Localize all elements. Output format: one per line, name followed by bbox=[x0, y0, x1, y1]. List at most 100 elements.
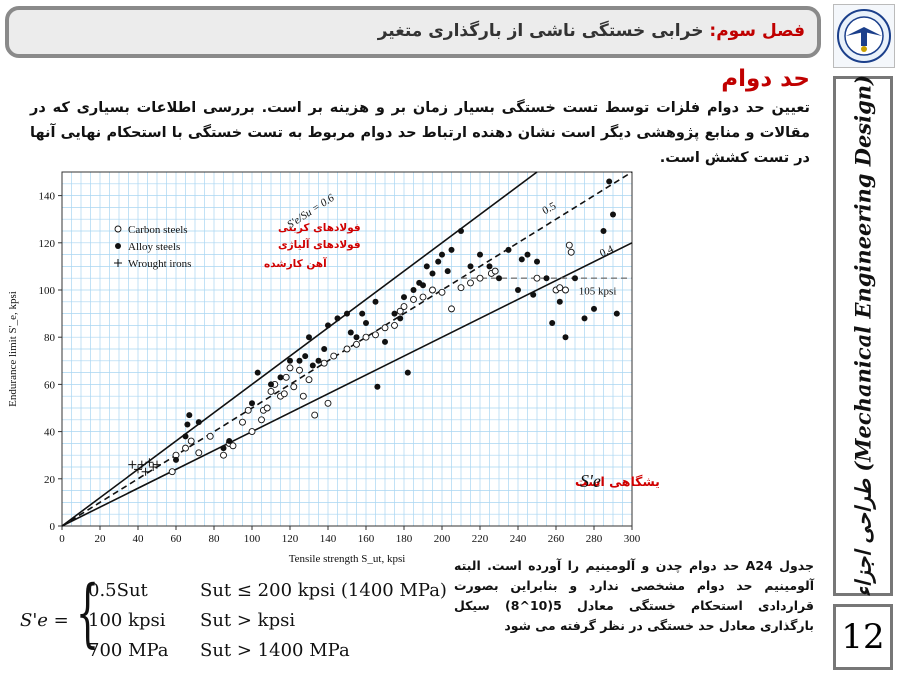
alloy-steel-point bbox=[600, 228, 607, 234]
alloy-steel-point bbox=[543, 275, 550, 282]
carbon-steel-point bbox=[324, 399, 332, 407]
legend-wrought-fa: آهن کارشده bbox=[264, 257, 327, 270]
annotation-symbol: S'e bbox=[580, 471, 601, 491]
alloy-steel-point bbox=[186, 412, 193, 419]
carbon-steel-point bbox=[372, 331, 379, 339]
alloy-steel-point bbox=[321, 346, 328, 352]
carbon-steel-point bbox=[533, 274, 541, 282]
alloy-steel-point bbox=[467, 263, 474, 270]
alloy-steel-point bbox=[562, 334, 569, 341]
carbon-steel-point bbox=[267, 388, 275, 395]
y-tick-label: 40 bbox=[44, 427, 56, 439]
alloy-steel-point bbox=[334, 315, 341, 322]
alloy-steel-point bbox=[309, 362, 316, 369]
x-tick-label: 160 bbox=[358, 533, 375, 545]
x-tick-label: 120 bbox=[282, 533, 299, 545]
alloy-steel-point bbox=[374, 383, 381, 390]
legend-carbon-marker bbox=[114, 225, 122, 233]
x-tick-label: 20 bbox=[95, 533, 107, 545]
ratio-line-0-6 bbox=[61, 171, 538, 527]
alloy-steel-point bbox=[226, 438, 233, 445]
alloy-steel-point bbox=[435, 258, 442, 265]
carbon-steel-point bbox=[457, 284, 465, 292]
carbon-steel-point bbox=[429, 286, 436, 294]
x-tick-label: 260 bbox=[548, 533, 565, 545]
alloy-steel-point bbox=[572, 275, 578, 282]
y-tick-label: 0 bbox=[50, 521, 56, 533]
alloy-steel-point bbox=[382, 338, 388, 345]
carbon-steel-point bbox=[320, 359, 328, 367]
alloy-steel-point bbox=[423, 263, 430, 270]
course-title: طراحی اجزاء (Mechanical Engineering Desi… bbox=[850, 75, 876, 597]
carbon-steel-point bbox=[556, 284, 564, 292]
chapter-header: فصل سوم: خرابی خستگی ناشی از بارگذاری مت… bbox=[5, 6, 821, 58]
chapter-label: فصل سوم: bbox=[709, 21, 805, 41]
carbon-steel-point bbox=[229, 442, 237, 450]
alloy-steel-point bbox=[549, 320, 556, 327]
legend-carbon-fa: فولادهای کربنی bbox=[278, 222, 361, 234]
x-tick-label: 80 bbox=[209, 533, 221, 545]
formula-brace: { bbox=[75, 570, 100, 656]
carbon-steel-point bbox=[491, 267, 499, 275]
carbon-steel-point bbox=[296, 366, 303, 374]
alloy-steel-point bbox=[515, 287, 521, 293]
alloy-steel-point bbox=[613, 310, 620, 317]
carbon-steel-point bbox=[248, 428, 256, 436]
formula-lhs: S'e = bbox=[20, 610, 69, 631]
carbon-steel-point bbox=[438, 288, 446, 296]
y-tick-label: 20 bbox=[44, 474, 56, 486]
alloy-steel-point bbox=[530, 291, 537, 298]
legend-wrought-marker bbox=[114, 259, 122, 267]
legend-alloy-marker bbox=[115, 243, 121, 249]
alloy-steel-point bbox=[391, 310, 398, 317]
alloy-steel-point bbox=[372, 298, 379, 305]
carbon-steel-point bbox=[343, 345, 351, 353]
carbon-steel-point bbox=[239, 418, 246, 426]
plot-frame bbox=[61, 171, 633, 527]
wrought-iron-point bbox=[141, 467, 150, 476]
alloy-steel-point bbox=[439, 251, 445, 258]
carbon-steel-point bbox=[565, 241, 573, 249]
carbon-steel-point bbox=[562, 286, 569, 294]
legend-wrought-label: Wrought irons bbox=[128, 258, 191, 270]
formula-row-condition: Sut ≤ 200 kpsi (1400 MPa) bbox=[200, 580, 447, 601]
alloy-steel-point bbox=[444, 268, 451, 275]
y-tick-label: 80 bbox=[44, 332, 56, 344]
alloy-steel-point bbox=[606, 178, 613, 185]
alloy-steel-point bbox=[363, 320, 369, 327]
alloy-steel-point bbox=[448, 246, 455, 253]
formula-row-condition: Sut > 1400 MPa bbox=[200, 640, 350, 661]
carbon-steel-point bbox=[391, 321, 398, 329]
alloy-steel-point bbox=[404, 369, 411, 376]
university-emblem-icon bbox=[837, 9, 891, 63]
y-tick-label: 100 bbox=[39, 285, 56, 297]
alloy-steel-point bbox=[401, 294, 407, 301]
y-tick-label: 140 bbox=[39, 191, 56, 203]
carbon-steel-point bbox=[258, 416, 265, 424]
x-tick-label: 220 bbox=[472, 533, 489, 545]
alloy-steel-point bbox=[486, 263, 493, 270]
alloy-steel-point bbox=[410, 287, 417, 293]
y-tick-label: 120 bbox=[39, 238, 56, 250]
carbon-steel-point bbox=[195, 449, 203, 457]
chapter-title: خرابی خستگی ناشی از بارگذاری متغیر bbox=[377, 21, 704, 41]
x-tick-label: 40 bbox=[133, 533, 145, 545]
x-tick-label: 60 bbox=[171, 533, 183, 545]
carbon-steel-point bbox=[311, 411, 319, 419]
cast-iron-aluminum-note: جدول A24 حد دوام چدن و آلومینیم را آورده… bbox=[454, 558, 814, 633]
alloy-steel-point bbox=[581, 315, 588, 322]
carbon-steel-point bbox=[244, 406, 252, 414]
carbon-steel-point bbox=[353, 340, 360, 348]
alloy-steel-point bbox=[359, 310, 366, 317]
x-tick-label: 200 bbox=[434, 533, 451, 545]
carbon-steel-point bbox=[182, 444, 189, 452]
university-logo bbox=[833, 4, 895, 68]
section-title: حد دوام bbox=[721, 66, 810, 92]
alloy-steel-point bbox=[477, 251, 483, 258]
chapter-heading: فصل سوم: خرابی خستگی ناشی از بارگذاری مت… bbox=[378, 21, 805, 41]
alloy-steel-point bbox=[302, 353, 309, 360]
alloy-steel-point bbox=[254, 369, 261, 376]
x-tick-label: 300 bbox=[624, 533, 641, 545]
formula-row-value: 0.5Sut bbox=[88, 580, 148, 601]
carbon-steel-point bbox=[400, 303, 408, 310]
